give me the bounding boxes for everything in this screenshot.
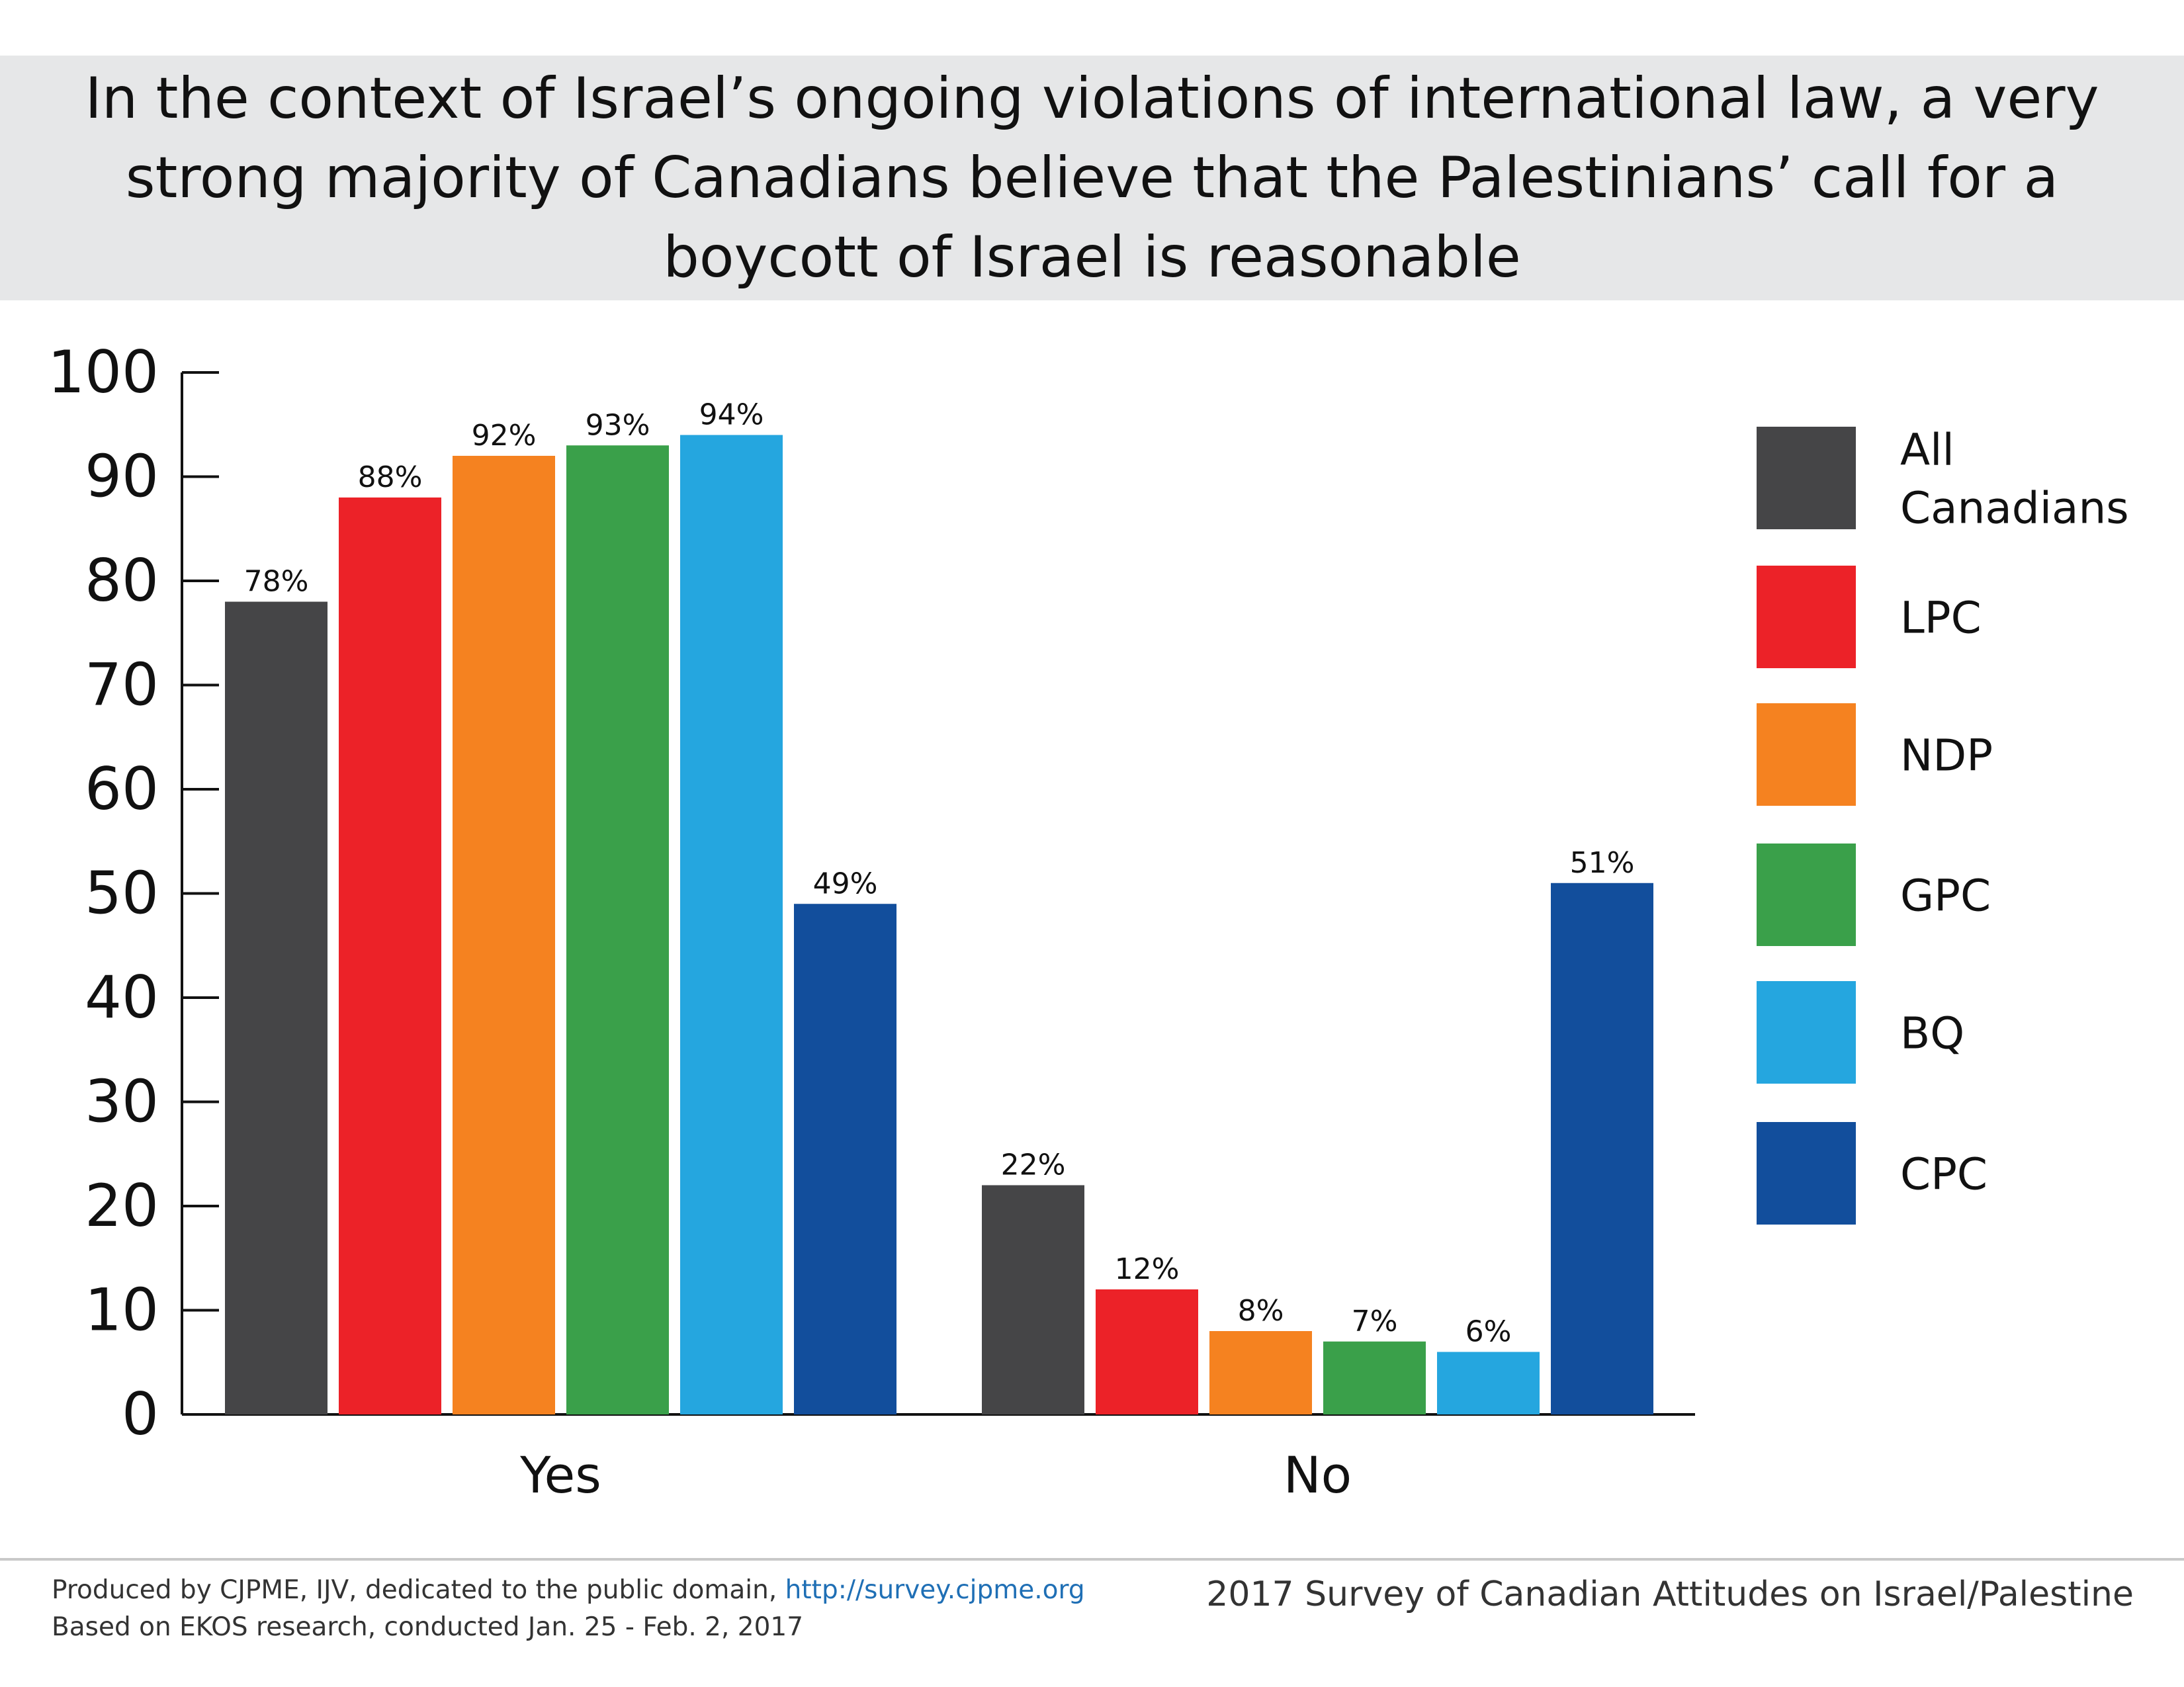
bar-data-label: 7%: [1352, 1305, 1398, 1338]
legend-swatch: [1757, 1122, 1856, 1225]
legend-label: All: [1900, 425, 1954, 476]
bar: [453, 456, 555, 1414]
y-tick-label: 0: [122, 1380, 159, 1448]
legend-swatch: [1757, 427, 1856, 529]
bar: [794, 904, 896, 1414]
bar-data-label: 88%: [358, 460, 423, 494]
bar-data-label: 93%: [586, 408, 650, 442]
survey-link[interactable]: http://survey.cjpme.org: [785, 1575, 1085, 1605]
footer-credit-text: Produced by CJPME, IJV, dedicated to the…: [52, 1575, 777, 1605]
legend-swatch: [1757, 844, 1856, 946]
bar: [1551, 883, 1653, 1414]
bar-data-label: 22%: [1001, 1148, 1066, 1182]
legend-swatch: [1757, 703, 1856, 806]
bar-data-label: 6%: [1465, 1315, 1512, 1349]
bar-data-label: 78%: [244, 565, 309, 599]
y-tick-label: 50: [85, 859, 159, 928]
bar-data-label: 92%: [472, 419, 537, 453]
bar: [1323, 1341, 1426, 1414]
bar: [1096, 1289, 1198, 1414]
bar: [680, 435, 783, 1414]
footer-credits: Produced by CJPME, IJV, dedicated to the…: [52, 1572, 1085, 1646]
legend-swatch: [1757, 566, 1856, 668]
footer-divider: [0, 1558, 2184, 1561]
bar: [339, 497, 441, 1414]
bar: [566, 445, 669, 1414]
bar-data-label: 94%: [699, 398, 764, 432]
bar: [225, 601, 328, 1414]
y-tick-label: 100: [48, 338, 159, 406]
legend-label: NDP: [1900, 730, 1993, 781]
bar: [1209, 1331, 1312, 1414]
x-category-label: Yes: [519, 1446, 601, 1504]
bar: [982, 1185, 1084, 1414]
bar-chart: 0 10 20 30 40 50 60 70 80 90 100 78% 88% 92% 93% 94% 49%…: [48, 338, 2129, 1504]
y-tick-label: 70: [85, 651, 159, 719]
y-tick-label: 30: [85, 1068, 159, 1136]
y-tick-label: 60: [85, 755, 159, 823]
y-tick-label: 90: [85, 443, 159, 511]
bar-data-label: 12%: [1115, 1252, 1180, 1286]
bar-data-label: 49%: [813, 867, 878, 900]
legend-label: Canadians: [1900, 483, 2129, 534]
bar-data-label: 8%: [1238, 1294, 1284, 1328]
title-band: In the context of Israel’s ongoing viola…: [0, 56, 2184, 300]
x-category-label: No: [1284, 1446, 1352, 1504]
bar-data-label: 51%: [1570, 846, 1635, 880]
legend-label: LPC: [1900, 593, 1982, 644]
chart-title: In the context of Israel’s ongoing viola…: [85, 65, 2099, 290]
y-tick-label: 20: [85, 1172, 159, 1240]
bar: [1437, 1352, 1540, 1414]
legend-label: GPC: [1900, 871, 1991, 922]
y-tick-label: 40: [85, 963, 159, 1031]
y-tick-label: 80: [85, 546, 159, 615]
survey-name: 2017 Survey of Canadian Attitudes on Isr…: [1206, 1575, 2134, 1614]
footer-research-text: Based on EKOS research, conducted Jan. 2…: [52, 1612, 804, 1642]
legend-label: BQ: [1900, 1008, 1964, 1059]
legend-label: CPC: [1900, 1149, 1987, 1200]
legend-swatch: [1757, 981, 1856, 1084]
y-tick-label: 10: [85, 1276, 159, 1344]
